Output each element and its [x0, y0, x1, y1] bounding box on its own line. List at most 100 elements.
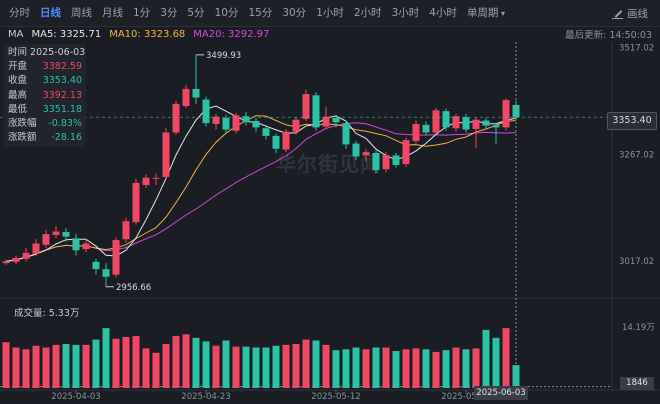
info-row: 开盘 3382.59: [8, 60, 82, 74]
info-row: 最低 3351.18: [8, 103, 82, 117]
candle-body: [72, 238, 80, 251]
candle-body: [262, 128, 270, 136]
volume-bar: [82, 344, 90, 388]
volume-bar: [122, 336, 130, 388]
volume-bar: [212, 345, 220, 388]
tab-0[interactable]: 分时: [9, 7, 30, 19]
info-key: 收盘: [8, 75, 28, 87]
candle-body: [192, 88, 200, 98]
info-value: 3382.59: [42, 61, 82, 73]
candle-body: [32, 243, 40, 254]
info-time-row: 时间 2025-06-03: [8, 46, 86, 60]
draw-line-label: 画线: [627, 7, 648, 20]
volume-bar: [492, 337, 500, 388]
volume-bar: [152, 352, 160, 388]
volume-bar: [362, 349, 370, 388]
volume-bar: [512, 365, 520, 388]
tab-10[interactable]: 1小时: [316, 7, 344, 19]
volume-bar: [12, 347, 20, 388]
candle-body: [132, 182, 140, 223]
candle-body: [42, 234, 50, 245]
tab-2[interactable]: 周线: [71, 7, 92, 19]
candle-body: [142, 177, 150, 186]
volume-bar: [472, 348, 480, 388]
volume-bar: [442, 350, 450, 388]
info-row: 涨跌幅 -0.83%: [8, 117, 82, 131]
info-key: 最低: [8, 103, 28, 115]
info-row: 收盘 3353.40: [8, 74, 82, 88]
annotation-label: 2956.66: [116, 283, 151, 293]
candle-body: [402, 140, 410, 165]
candle-body: [212, 116, 220, 124]
info-key: 最高: [8, 89, 28, 101]
candle-body: [362, 152, 370, 156]
tab-7[interactable]: 10分: [214, 7, 239, 19]
candle-body: [302, 94, 310, 119]
y-tick-label: 3017.02: [619, 257, 654, 267]
volume-bar: [102, 328, 110, 388]
watermark-logo: 华尔街见闻: [276, 152, 381, 176]
tab-14[interactable]: 单周期: [462, 0, 510, 27]
volume-bar: [372, 347, 380, 388]
x-tick-label: 2025-05-12: [311, 392, 360, 402]
volume-bar: [162, 344, 170, 388]
draw-line-button[interactable]: 画线: [612, 0, 648, 26]
ma5-value: MA5: 3325.71: [31, 28, 102, 40]
ma20-value: MA20: 3292.97: [193, 28, 270, 40]
volume-bar: [262, 347, 270, 388]
volume-bar: [252, 347, 260, 388]
tab-5[interactable]: 3分: [160, 7, 178, 19]
tab-13[interactable]: 4小时: [429, 7, 457, 19]
info-time: 时间 2025-06-03: [8, 47, 86, 58]
tab-9[interactable]: 30分: [282, 7, 307, 19]
info-row: 最高 3392.13: [8, 89, 82, 103]
candle-body: [102, 269, 110, 277]
tab-6[interactable]: 5分: [187, 7, 205, 19]
candle-body: [472, 119, 480, 130]
volume-bar: [292, 344, 300, 388]
candle-body: [412, 123, 420, 142]
candle-body: [352, 143, 360, 157]
info-value: 3392.13: [42, 89, 82, 101]
candle-body: [452, 116, 460, 129]
candle-body: [392, 155, 400, 165]
tab-1[interactable]: 日线: [40, 7, 61, 19]
candle-body: [22, 252, 30, 259]
period-tabs: 分时 日线 周线 月线 1分 3分 5分 10分 15分 30分 1小时 2小时 3小时 4小时 单周期: [0, 0, 510, 26]
volume-bar: [172, 336, 180, 388]
tab-3[interactable]: 月线: [102, 7, 123, 19]
tab-8[interactable]: 15分: [248, 7, 273, 19]
volume-bar: [242, 346, 250, 388]
tab-12[interactable]: 3小时: [391, 7, 420, 19]
volume-bar: [182, 334, 190, 388]
volume-bar: [142, 348, 150, 388]
candle-body: [52, 231, 60, 235]
volume-bar: [272, 345, 280, 388]
candle-body: [252, 120, 260, 128]
crosshair-date-tag: 2025-06-03: [474, 386, 528, 400]
volume-bar: [52, 344, 60, 388]
volume-bar: [42, 347, 50, 388]
volume-bar: [352, 347, 360, 388]
volume-bar: [432, 351, 440, 388]
crosshair-volume-tag: 1846: [620, 377, 654, 390]
candle-body: [462, 117, 470, 130]
info-key: 涨跌额: [8, 132, 37, 144]
volume-bar: [132, 336, 140, 388]
tab-4[interactable]: 1分: [133, 7, 151, 19]
candle-body: [232, 115, 240, 131]
tab-11[interactable]: 2小时: [353, 7, 382, 19]
volume-bar: [112, 338, 120, 388]
volume-bar: [312, 340, 320, 388]
volume-bar: [452, 347, 460, 388]
y-tick-label: 3267.02: [619, 150, 654, 160]
info-value: 3353.40: [42, 75, 82, 87]
volume-bar: [232, 346, 240, 388]
volume-bar: [22, 349, 30, 388]
info-value: -28.16: [51, 132, 82, 144]
candle-body: [82, 243, 90, 250]
annotation-label: 3499.93: [206, 51, 241, 61]
candle-body: [92, 261, 100, 270]
